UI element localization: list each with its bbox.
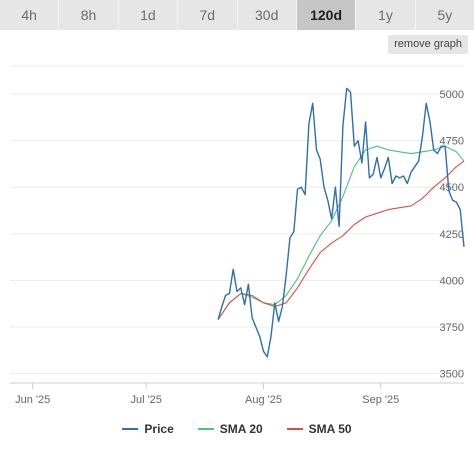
legend-label: SMA 50 bbox=[308, 422, 352, 436]
tab-5y[interactable]: 5y bbox=[415, 0, 474, 30]
tab-4h[interactable]: 4h bbox=[0, 0, 60, 30]
legend-sma20[interactable]: SMA 20 bbox=[197, 422, 263, 436]
y-tick-label: 4500 bbox=[440, 182, 464, 194]
y-tick-label: 4750 bbox=[440, 136, 464, 148]
y-tick-label: 3500 bbox=[440, 369, 464, 381]
y-tick-label: 4000 bbox=[440, 275, 464, 287]
x-tick-label: Jul '25 bbox=[130, 394, 161, 406]
timeframe-tabs: 4h 8h 1d 7d 30d 120d 1y 5y bbox=[0, 0, 474, 30]
y-tick-label: 3750 bbox=[440, 322, 464, 334]
legend-swatch bbox=[286, 428, 303, 430]
price-chart: 3500 3750 4000 4250 4500 4750 5000 Jun '25 Jul '… bbox=[10, 65, 465, 406]
tab-30d[interactable]: 30d bbox=[237, 0, 297, 30]
y-tick-label: 4250 bbox=[440, 229, 464, 241]
x-tick-label: Jun '25 bbox=[15, 394, 50, 406]
legend-swatch bbox=[122, 428, 139, 430]
legend-label: Price bbox=[144, 422, 174, 436]
remove-graph-button[interactable]: remove graph bbox=[388, 35, 468, 54]
x-tick-label: Aug '25 bbox=[245, 394, 282, 406]
legend-price[interactable]: Price bbox=[122, 422, 174, 436]
legend-label: SMA 20 bbox=[219, 422, 263, 436]
price-line bbox=[217, 87, 465, 358]
tab-120d[interactable]: 120d bbox=[296, 0, 357, 30]
legend-swatch bbox=[197, 428, 214, 430]
sma50-line bbox=[217, 160, 465, 320]
chart-legend: Price SMA 20 SMA 50 bbox=[0, 420, 474, 438]
tab-8h[interactable]: 8h bbox=[59, 0, 119, 30]
y-tick-label: 5000 bbox=[440, 89, 464, 101]
tab-7d[interactable]: 7d bbox=[178, 0, 238, 30]
x-tick-label: Sep '25 bbox=[362, 394, 399, 406]
tab-1d[interactable]: 1d bbox=[118, 0, 179, 30]
tab-1y[interactable]: 1y bbox=[356, 0, 416, 30]
legend-sma50[interactable]: SMA 50 bbox=[286, 422, 352, 436]
